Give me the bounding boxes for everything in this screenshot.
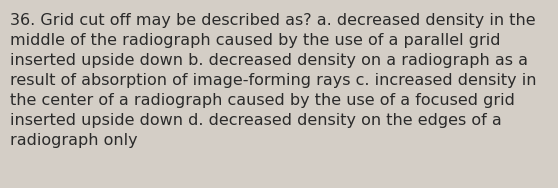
Text: 36. Grid cut off may be described as? a. decreased density in the
middle of the : 36. Grid cut off may be described as? a.… <box>10 13 537 148</box>
